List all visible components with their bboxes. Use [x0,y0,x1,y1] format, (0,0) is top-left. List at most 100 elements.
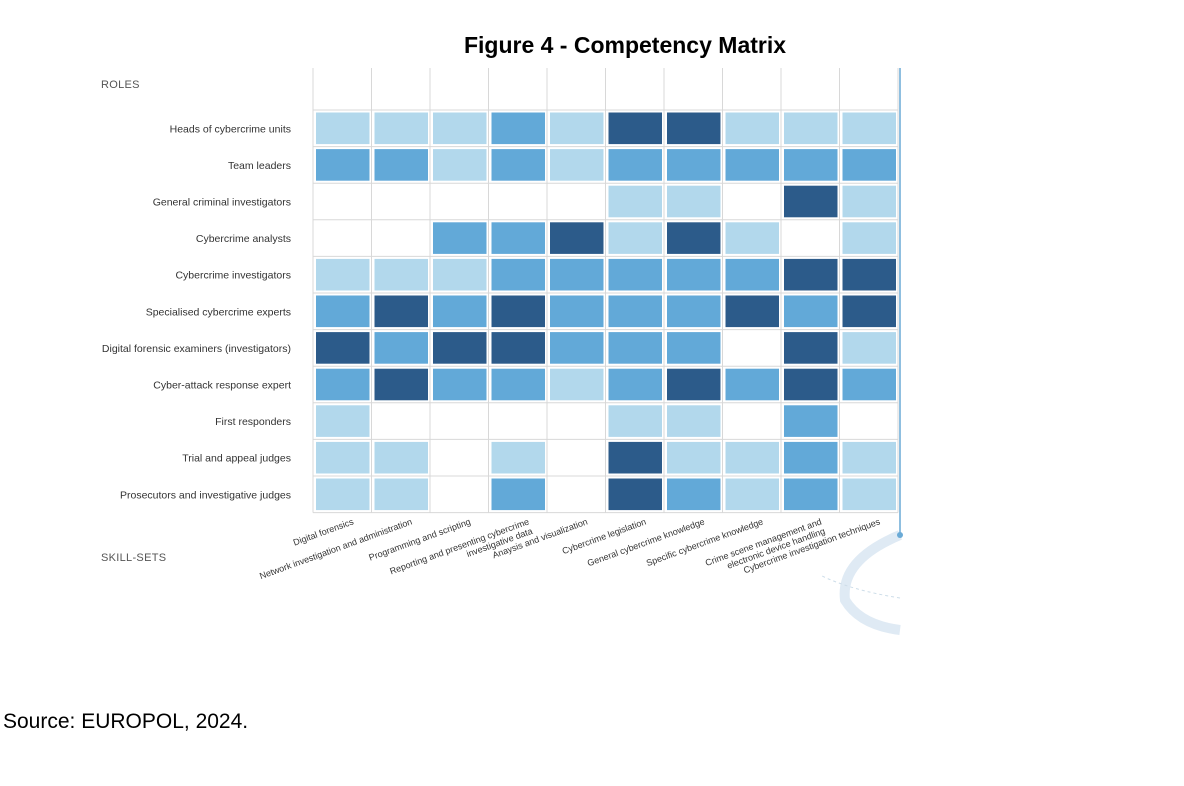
matrix-cell [725,295,779,328]
matrix-cell [608,368,662,401]
matrix-cell [842,441,896,474]
matrix-cell [725,149,779,181]
matrix-cell [784,112,838,145]
matrix-cell [374,258,428,291]
matrix-cell [842,258,896,291]
matrix-cell [550,405,604,437]
matrix-cell [725,258,779,291]
source-note: Source: EUROPOL, 2024. [3,710,249,733]
matrix-cell [491,478,545,511]
matrix-cell [374,295,428,328]
matrix-cell [784,332,838,364]
decorative-dashed-arc [819,574,901,599]
matrix-cell [374,222,428,254]
matrix-cell [608,258,662,291]
matrix-cell [842,332,896,364]
matrix-cell [608,222,662,254]
matrix-cell [433,441,487,474]
matrix-cell [374,149,428,181]
matrix-cell [842,405,896,437]
matrix-cell [550,332,604,364]
matrix-cell [374,185,428,218]
matrix-cell [667,478,721,511]
matrix-cell [433,295,487,328]
skill-sets-axis-label: SKILL-SETS [101,552,167,564]
row-label: Cybercrime investigators [175,270,291,282]
matrix-cell [842,222,896,254]
matrix-cell [608,149,662,181]
matrix-cell [374,478,428,511]
matrix-cell [784,222,838,254]
matrix-cell [842,295,896,328]
matrix-cell [491,405,545,437]
matrix-cell [316,185,370,218]
matrix-cell [667,368,721,401]
matrix-cell [316,112,370,145]
row-label: Cyber-attack response expert [153,380,291,392]
matrix-cell [433,368,487,401]
matrix-cell [550,368,604,401]
matrix-cell [608,185,662,218]
matrix-cell [667,112,721,145]
matrix-cell [842,149,896,181]
matrix-cell [316,368,370,401]
matrix-cell [316,478,370,511]
matrix-cell [491,222,545,254]
matrix-cell [550,185,604,218]
row-label: Specialised cybercrime experts [146,306,291,318]
matrix-cell [667,222,721,254]
matrix-cell [316,332,370,364]
matrix-cell [433,258,487,291]
matrix-cell [491,112,545,145]
matrix-cell [316,295,370,328]
matrix-cell [374,405,428,437]
matrix-cell [784,295,838,328]
row-label: Team leaders [228,160,291,172]
matrix-cell [667,149,721,181]
matrix-cell [433,149,487,181]
matrix-cell [550,478,604,511]
matrix-cell [433,222,487,254]
matrix-cell [608,332,662,364]
chart-title: Figure 4 - Competency Matrix [463,32,787,58]
matrix-cell [842,478,896,511]
matrix-cell [725,112,779,145]
matrix-cell [667,405,721,437]
matrix-cell [433,332,487,364]
matrix-cell [608,478,662,511]
matrix-cell [433,478,487,511]
matrix-cell [374,112,428,145]
matrix-cell [608,112,662,145]
row-label: Digital forensic examiners (investigator… [102,343,291,355]
matrix-cell [667,258,721,291]
matrix-cell [608,405,662,437]
matrix-cell [842,112,896,145]
row-label: Cybercrime analysts [196,233,291,245]
matrix-cell [316,149,370,181]
matrix-cell [433,185,487,218]
matrix-cell [725,332,779,364]
matrix-cell [550,149,604,181]
matrix-cell [491,149,545,181]
matrix-cell [491,441,545,474]
row-label: Trial and appeal judges [182,453,291,465]
row-label: Heads of cybercrime units [170,123,291,135]
accent-dot [897,532,903,538]
matrix-cell [433,112,487,145]
matrix-cell [784,441,838,474]
matrix-cell [725,368,779,401]
matrix-cell [667,295,721,328]
matrix-cell [784,405,838,437]
matrix-cell [491,295,545,328]
matrix-cell [725,441,779,474]
row-label: General criminal investigators [153,197,291,209]
matrix-cell [550,222,604,254]
matrix-cell [550,112,604,145]
matrix-cell [667,185,721,218]
matrix-cell [374,368,428,401]
matrix-cell [667,332,721,364]
matrix-cell [784,368,838,401]
row-label: Prosecutors and investigative judges [120,489,291,501]
matrix-cell [374,332,428,364]
matrix-cell [374,441,428,474]
